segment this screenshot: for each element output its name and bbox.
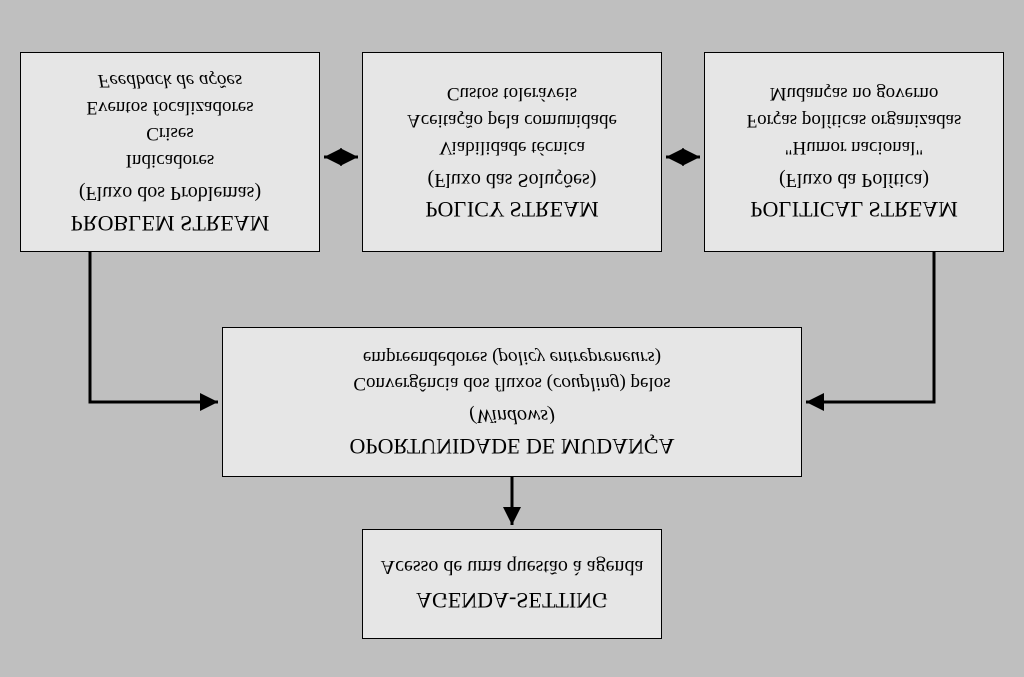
- opportunity-windows: (Windows): [231, 402, 793, 429]
- text-fragment: empreendedores (: [363, 347, 499, 368]
- arrow-political-to-window: [806, 252, 934, 402]
- problem-item: Crises: [29, 120, 311, 147]
- opportunity-window-box: OPORTUNIDADE DE MUDANÇA (Windows) Conver…: [222, 327, 802, 477]
- diagram-canvas: PROBLEM STREAM (Fluxo dos Problemas) Ind…: [0, 0, 1024, 677]
- problem-stream-items: Indicadores Crises Eventos focalizadores…: [29, 66, 311, 172]
- problem-item: Feedback de ações: [29, 66, 311, 93]
- policy-stream-subtitle: (Fluxo das Soluções): [371, 166, 653, 193]
- policy-stream-items: Viabilidade técnica Aceitação pela comun…: [371, 80, 653, 160]
- policy-stream-title: POLICY STREAM: [371, 195, 653, 225]
- arrow-problem-to-window: [90, 252, 218, 402]
- opportunity-line2: empreendedores (policy entrepreneurs): [231, 343, 793, 370]
- political-stream-items: "Humor nacional" Forças políticas organi…: [713, 80, 995, 160]
- agenda-subtitle: Acesso de uma questão à agenda: [371, 553, 653, 580]
- agenda-title: AGENDA-SETTING: [371, 586, 653, 616]
- problem-item: Indicadores: [29, 146, 311, 173]
- policy-item: Viabilidade técnica: [371, 133, 653, 160]
- text-fragment-italic: coupling: [553, 373, 620, 394]
- political-item: Mudanças no governo: [713, 80, 995, 107]
- problem-stream-subtitle: (Fluxo dos Problemas): [29, 179, 311, 206]
- opportunity-body: Convergência dos fluxos (coupling) pelos…: [231, 343, 793, 396]
- text-fragment: Convergência dos fluxos (: [353, 373, 553, 394]
- policy-item: Aceitação pela comunidade: [371, 106, 653, 133]
- political-stream-box: POLITICAL STREAM (Fluxo da Política) "Hu…: [704, 52, 1004, 252]
- opportunity-line1: Convergência dos fluxos (coupling) pelos: [231, 370, 793, 397]
- text-fragment: ) pelos: [619, 373, 670, 394]
- political-stream-title: POLITICAL STREAM: [713, 195, 995, 225]
- political-item: "Humor nacional": [713, 133, 995, 160]
- political-item: Forças políticas organizadas: [713, 106, 995, 133]
- agenda-setting-box: AGENDA-SETTING Acesso de uma questão à a…: [362, 529, 662, 639]
- political-stream-subtitle: (Fluxo da Política): [713, 166, 995, 193]
- opportunity-title: OPORTUNIDADE DE MUDANÇA: [231, 431, 793, 461]
- problem-item: Eventos focalizadores: [29, 93, 311, 120]
- policy-item: Custos toleráveis: [371, 80, 653, 107]
- text-fragment: ): [655, 347, 661, 368]
- policy-stream-box: POLICY STREAM (Fluxo das Soluções) Viabi…: [362, 52, 662, 252]
- problem-stream-title: PROBLEM STREAM: [29, 208, 311, 238]
- problem-stream-box: PROBLEM STREAM (Fluxo dos Problemas) Ind…: [20, 52, 320, 252]
- text-fragment-italic: policy entrepreneurs: [498, 347, 654, 368]
